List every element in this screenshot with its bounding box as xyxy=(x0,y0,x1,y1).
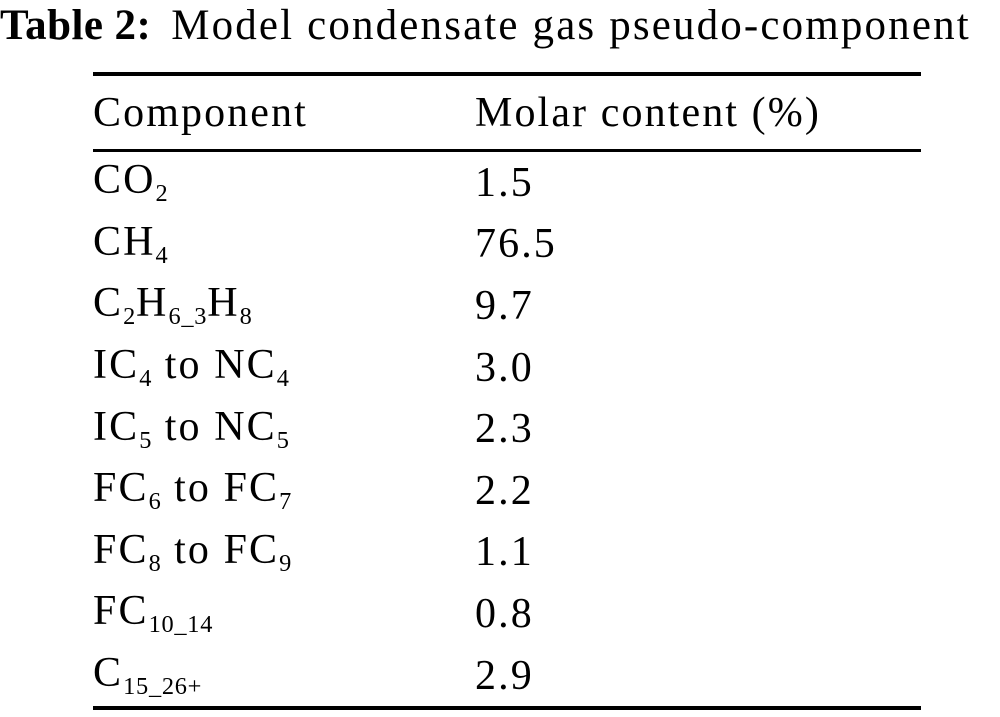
table-row: FC6 to FC7 2.2 xyxy=(93,460,921,522)
table-bottom-rule xyxy=(93,706,921,711)
component-subscript: 4 xyxy=(139,364,153,392)
component-cell: IC4 to NC4 xyxy=(93,344,475,391)
component-cell: C15_26+ xyxy=(93,652,475,699)
table-caption: Table 2: Model condensate gas pseudo-com… xyxy=(0,0,971,50)
component-subscript: 5 xyxy=(139,426,153,454)
component-text-segment: IC xyxy=(93,342,140,388)
component-text-segment: FC xyxy=(93,526,149,573)
component-text-segment: H xyxy=(136,280,169,327)
component-subscript: 2 xyxy=(123,303,137,331)
component-subscript: 2 xyxy=(155,180,169,207)
molar-content-cell: 0.8 xyxy=(475,590,534,637)
component-text-segment: to NC xyxy=(152,403,277,450)
table-body: CO2 1.5 CH4 76.5 C2H6_3H8 9.7 IC4 to NC4… xyxy=(93,152,921,706)
component-text-segment: to FC xyxy=(161,526,280,573)
pseudo-component-table: Component Molar content (%) CO2 1.5 CH4 … xyxy=(93,72,921,711)
table-row: IC4 to NC4 3.0 xyxy=(93,337,921,399)
table-row: IC5 to NC5 2.3 xyxy=(93,398,921,460)
component-subscript: 9 xyxy=(279,549,293,577)
table-header-rule xyxy=(93,149,921,152)
table-header-row: Component Molar content (%) xyxy=(93,76,921,149)
table-row: CO2 1.5 xyxy=(93,152,921,214)
component-subscript: 5 xyxy=(276,426,290,454)
table-row: CH4 76.5 xyxy=(93,214,921,276)
component-subscript: 4 xyxy=(276,364,290,392)
component-text-segment: to NC xyxy=(152,342,277,388)
component-subscript: 8 xyxy=(148,549,162,577)
table-caption-label: Table 2: xyxy=(0,1,152,49)
component-cell: C2H6_3H8 xyxy=(93,282,475,329)
component-subscript: 7 xyxy=(279,487,293,515)
component-subscript: 15_26+ xyxy=(123,672,203,700)
column-header-component: Component xyxy=(93,89,308,136)
molar-content-cell: 1.1 xyxy=(475,529,534,576)
component-text-segment: H xyxy=(207,280,240,327)
component-subscript: 4 xyxy=(155,241,169,269)
table-row: FC8 to FC9 1.1 xyxy=(93,522,921,584)
component-cell: IC5 to NC5 xyxy=(93,406,475,453)
table-top-rule xyxy=(93,72,921,76)
component-text-segment: CH xyxy=(93,218,156,265)
component-text-segment: C xyxy=(93,280,124,327)
component-text-segment: CO xyxy=(93,157,156,204)
component-subscript: 6 xyxy=(148,487,162,515)
component-subscript: 6_3 xyxy=(168,303,208,331)
molar-content-cell: 2.2 xyxy=(475,467,534,514)
molar-content-cell: 9.7 xyxy=(475,282,534,329)
component-cell: FC10_14 xyxy=(93,590,475,637)
molar-content-cell: 3.0 xyxy=(475,344,534,391)
molar-content-cell: 2.3 xyxy=(475,406,534,453)
component-text-segment: C xyxy=(93,649,124,696)
molar-content-cell: 1.5 xyxy=(475,159,534,206)
component-cell: CH4 xyxy=(93,221,475,268)
table-row: C15_26+ 2.9 xyxy=(93,645,921,707)
component-cell: CO2 xyxy=(93,159,475,206)
molar-content-cell: 76.5 xyxy=(475,221,557,268)
component-text-segment: FC xyxy=(93,465,149,512)
table-row: C2H6_3H8 9.7 xyxy=(93,275,921,337)
component-text-segment: FC xyxy=(93,588,149,635)
column-header-molar-content: Molar content (%) xyxy=(475,89,821,136)
table-row: FC10_14 0.8 xyxy=(93,583,921,645)
component-cell: FC8 to FC9 xyxy=(93,529,475,576)
component-text-segment: to FC xyxy=(161,465,280,512)
component-subscript: 10_14 xyxy=(148,611,214,639)
component-text-segment: IC xyxy=(93,403,140,450)
table-caption-text: Model condensate gas pseudo-component xyxy=(171,1,971,49)
component-cell: FC6 to FC7 xyxy=(93,467,475,514)
component-subscript: 8 xyxy=(239,303,253,331)
molar-content-cell: 2.9 xyxy=(475,652,534,699)
